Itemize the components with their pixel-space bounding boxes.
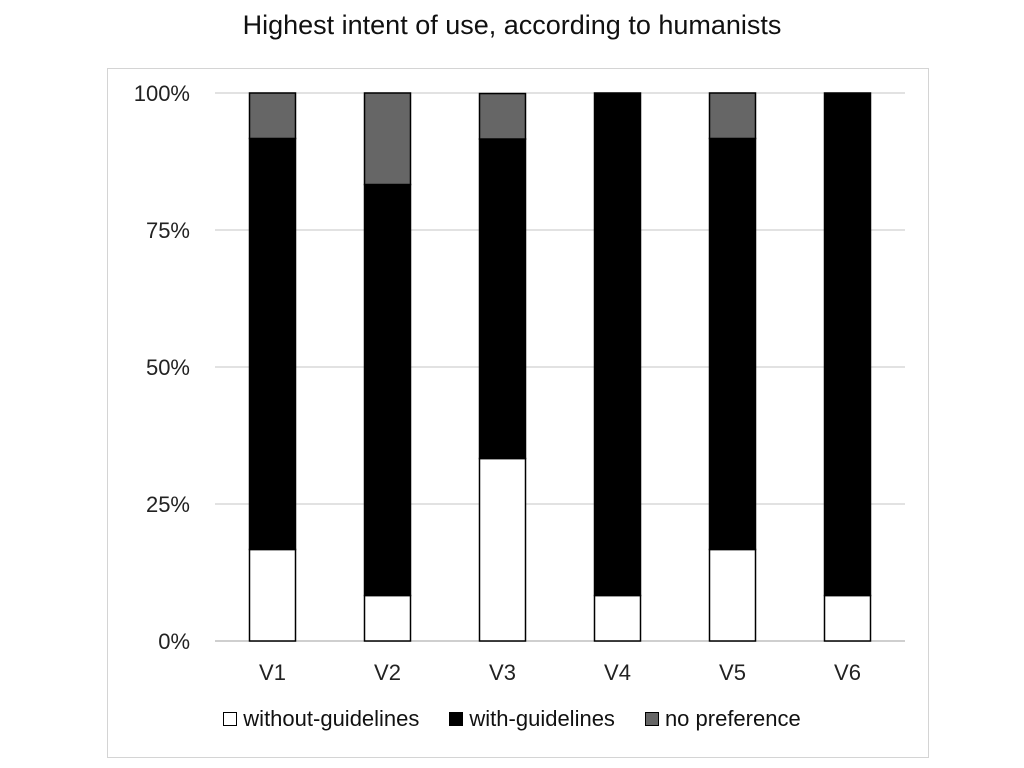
x-tick-label: V1 (259, 660, 286, 685)
x-tick-label: V4 (604, 660, 631, 685)
legend-item-no-preference: no preference (644, 706, 801, 732)
grid-lines (215, 92, 905, 642)
y-tick-label: 50% (146, 355, 190, 380)
legend-swatch-with-guidelines (449, 712, 464, 726)
x-tick-label: V5 (719, 660, 746, 685)
bars (248, 92, 872, 642)
bar-v3-with-guidelines (478, 138, 527, 460)
legend-item-with-guidelines: with-guidelines (449, 706, 615, 732)
x-tick-label: V3 (489, 660, 516, 685)
legend: without-guidelines with-guidelines no pr… (0, 706, 1024, 732)
legend-swatch-no-preference (644, 712, 659, 726)
legend-label-with-guidelines: with-guidelines (469, 706, 615, 731)
x-tick-label: V6 (834, 660, 861, 685)
legend-label-no-preference: no preference (664, 706, 801, 731)
x-tick-label: V2 (374, 660, 401, 685)
y-axis-ticks: 0% 25% 50% 75% 100% (134, 81, 190, 654)
plot-frame (107, 68, 929, 758)
bar-v2-without-guidelines (363, 594, 412, 642)
bar-v5-no-preference (708, 92, 757, 140)
bar-v3-without-guidelines (478, 457, 527, 642)
y-tick-label: 100% (134, 81, 190, 106)
bar-v1-no-preference (248, 92, 297, 140)
bar-v1-without-guidelines (248, 548, 297, 642)
bar-v2-no-preference (363, 92, 412, 186)
y-tick-label: 75% (146, 218, 190, 243)
chart-title: Highest intent of use, according to huma… (242, 10, 782, 40)
bar-v5-with-guidelines (708, 137, 757, 551)
bar-v4-without-guidelines (593, 594, 642, 642)
y-tick-label: 25% (146, 492, 190, 517)
bar-v3-no-preference (478, 92, 527, 140)
x-axis-ticks: V1 V2 V3 V4 V5 V6 (259, 660, 861, 685)
legend-label-without-guidelines: without-guidelines (243, 706, 420, 731)
bar-v2-with-guidelines (363, 183, 412, 597)
bar-v1-with-guidelines (248, 137, 297, 551)
y-tick-label: 0% (158, 629, 190, 654)
bar-v4-with-guidelines (593, 92, 642, 597)
bar-v6-without-guidelines (823, 594, 872, 642)
legend-item-without-guidelines: without-guidelines (223, 706, 419, 732)
bar-v6-with-guidelines (823, 92, 872, 597)
legend-swatch-without-guidelines (223, 712, 238, 726)
bar-v5-without-guidelines (708, 548, 757, 642)
